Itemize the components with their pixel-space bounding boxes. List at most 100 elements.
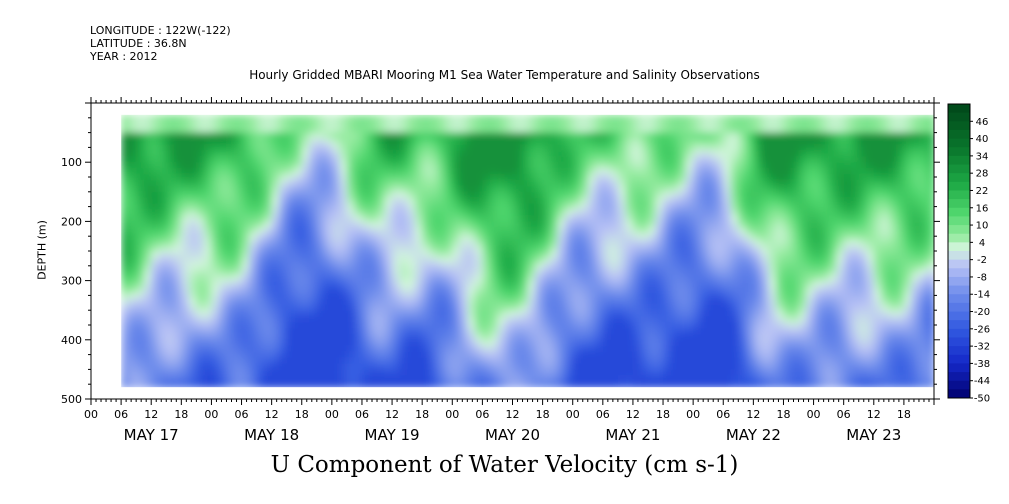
heatmap-cell — [858, 221, 868, 229]
heatmap-cell — [602, 221, 612, 229]
heatmap-cell — [429, 120, 439, 128]
heatmap-cell — [467, 351, 477, 359]
heatmap-cell — [911, 322, 921, 330]
heatmap-cell — [888, 162, 898, 170]
heatmap-cell — [422, 185, 431, 193]
heatmap-cell — [429, 357, 439, 365]
heatmap-cell — [407, 327, 416, 336]
heatmap-cell — [896, 179, 906, 188]
heatmap-cell — [143, 179, 153, 188]
heatmap-cell — [813, 168, 823, 176]
heatmap-cell — [670, 310, 680, 318]
heatmap-cell — [504, 333, 514, 341]
heatmap-cell — [151, 286, 160, 294]
heatmap-cell — [873, 174, 883, 182]
heatmap-cell — [128, 174, 138, 182]
heatmap-cell — [504, 156, 514, 164]
heatmap-cell — [640, 256, 650, 265]
heatmap-cell — [377, 150, 386, 158]
heatmap-cell — [821, 239, 830, 247]
heatmap-cell — [881, 162, 891, 170]
heatmap-cell — [392, 174, 401, 182]
heatmap-cell — [730, 381, 740, 389]
heatmap-cell — [790, 150, 800, 158]
heatmap-cell — [888, 185, 898, 193]
heatmap-cell — [151, 215, 160, 223]
heatmap-cell — [730, 256, 740, 265]
heatmap-cell — [602, 256, 612, 265]
heatmap-cell — [918, 174, 928, 182]
heatmap-cell — [196, 280, 206, 288]
heatmap-cell — [790, 280, 800, 288]
heatmap-cell — [203, 203, 213, 211]
heatmap-cell — [437, 179, 446, 188]
heatmap-cell — [158, 221, 168, 229]
heatmap-cell — [617, 132, 627, 140]
heatmap-cell — [632, 345, 642, 353]
heatmap-cell — [535, 209, 544, 217]
heatmap-cell — [790, 138, 800, 146]
heatmap-cell — [670, 245, 680, 253]
heatmap-cell — [256, 316, 266, 324]
heatmap-cell — [926, 339, 934, 347]
heatmap-cell — [753, 203, 763, 211]
heatmap-cell — [836, 298, 845, 306]
heatmap-cell — [798, 120, 808, 128]
heatmap-cell — [602, 333, 612, 341]
latitude-label: LATITUDE : 36.8N — [90, 37, 187, 50]
heatmap-cell — [520, 381, 529, 389]
heatmap-cell — [535, 286, 544, 294]
heatmap-cell — [452, 351, 462, 359]
heatmap-cell — [685, 339, 695, 347]
heatmap-cell — [361, 221, 371, 229]
heatmap-cell — [437, 298, 446, 306]
heatmap-cell — [188, 274, 198, 282]
heatmap-cell — [339, 179, 349, 188]
heatmap-cell — [143, 126, 153, 134]
heatmap-cell — [226, 357, 236, 365]
heatmap-cell — [693, 120, 702, 128]
heatmap-cell — [151, 251, 160, 259]
heatmap-cell — [234, 310, 243, 318]
heatmap-cell — [610, 280, 620, 288]
heatmap-cell — [324, 144, 334, 152]
heatmap-cell — [663, 339, 672, 347]
heatmap-cell — [700, 256, 710, 265]
heatmap-cell — [557, 322, 567, 330]
heatmap-cell — [708, 357, 717, 365]
heatmap-cell — [640, 209, 650, 217]
heatmap-cell — [625, 233, 635, 241]
heatmap-cell — [866, 245, 875, 253]
heatmap-cell — [437, 327, 446, 336]
heatmap-cell — [459, 162, 469, 170]
heatmap-cell — [361, 256, 371, 265]
heatmap-cell — [497, 280, 507, 288]
heatmap-cell — [241, 239, 251, 247]
heatmap-cell — [279, 327, 288, 336]
heatmap-cell — [813, 369, 823, 377]
heatmap-cell — [249, 144, 258, 152]
heatmap-cell — [813, 150, 823, 158]
heatmap-cell — [708, 322, 717, 330]
heatmap-cell — [256, 280, 266, 288]
heatmap-cell — [489, 191, 499, 199]
heatmap-cell — [625, 215, 635, 223]
heatmap-cell — [550, 298, 559, 306]
heatmap-cell — [775, 333, 785, 341]
heatmap-cell — [173, 239, 183, 247]
heatmap-cell — [738, 280, 748, 288]
heatmap-cell — [753, 304, 763, 312]
heatmap-cell — [911, 286, 921, 294]
heatmap-cell — [226, 268, 236, 276]
heatmap-cell — [813, 221, 823, 229]
heatmap-cell — [873, 268, 883, 276]
heatmap-cell — [866, 227, 875, 235]
heatmap-cell — [316, 322, 326, 330]
heatmap-cell — [128, 221, 138, 229]
heatmap-cell — [512, 150, 522, 158]
heatmap-cell — [640, 197, 650, 205]
heatmap-cell — [693, 185, 702, 193]
heatmap-cell — [655, 209, 665, 217]
heatmap-cell — [813, 345, 823, 353]
heatmap-cell — [414, 363, 424, 371]
